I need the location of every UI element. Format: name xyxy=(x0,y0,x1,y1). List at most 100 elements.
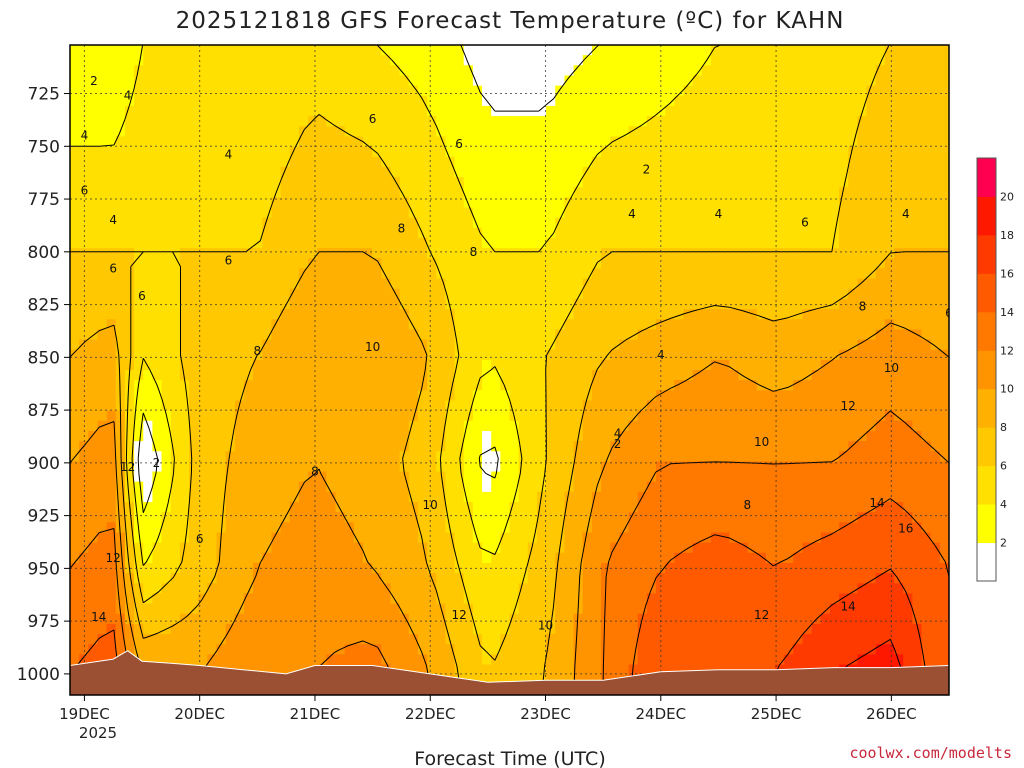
temperature-cell xyxy=(97,441,108,452)
temperature-cell xyxy=(417,634,428,645)
temperature-cell xyxy=(161,471,172,483)
temperature-cell xyxy=(124,75,135,87)
temperature-cell xyxy=(582,359,593,371)
temperature-cell xyxy=(326,380,337,391)
temperature-cell xyxy=(143,197,154,209)
temperature-cell xyxy=(243,116,254,127)
temperature-cell xyxy=(765,116,776,127)
temperature-cell xyxy=(97,55,108,66)
temperature-cell xyxy=(454,613,465,625)
temperature-cell xyxy=(271,380,282,391)
temperature-cell xyxy=(637,329,648,341)
temperature-cell xyxy=(289,207,300,219)
temperature-cell xyxy=(70,349,80,361)
temperature-cell xyxy=(738,248,749,259)
temperature-cell xyxy=(271,156,282,168)
temperature-cell xyxy=(628,65,639,77)
temperature-cell xyxy=(573,319,584,330)
temperature-cell xyxy=(317,522,327,534)
temperature-cell xyxy=(225,319,236,330)
temperature-cell xyxy=(482,197,492,209)
temperature-cell xyxy=(179,288,190,300)
temperature-cell xyxy=(216,217,227,229)
temperature-cell xyxy=(271,583,282,595)
temperature-cell xyxy=(738,471,749,483)
temperature-cell xyxy=(720,65,730,77)
temperature-cell xyxy=(216,451,227,463)
temperature-cell xyxy=(353,126,364,138)
temperature-cell xyxy=(289,471,300,483)
temperature-cell xyxy=(335,309,346,320)
temperature-cell xyxy=(317,45,327,56)
temperature-cell xyxy=(628,380,639,391)
temperature-cell xyxy=(326,370,337,381)
temperature-cell xyxy=(683,573,694,584)
temperature-cell xyxy=(344,268,355,280)
temperature-cell xyxy=(692,603,703,615)
temperature-cell xyxy=(665,461,675,473)
temperature-cell xyxy=(628,542,639,554)
temperature-cell xyxy=(720,227,730,239)
temperature-cell xyxy=(198,116,208,127)
temperature-cell xyxy=(225,105,236,117)
temperature-cell xyxy=(646,502,657,513)
temperature-cell xyxy=(775,65,785,77)
temperature-cell xyxy=(582,654,593,666)
temperature-cell xyxy=(472,573,483,584)
temperature-cell xyxy=(482,227,492,239)
temperature-cell xyxy=(765,217,776,229)
temperature-cell xyxy=(436,136,447,148)
temperature-cell xyxy=(436,359,447,371)
temperature-cell xyxy=(308,136,318,148)
temperature-cell xyxy=(271,309,282,320)
temperature-cell xyxy=(637,258,648,270)
temperature-cell xyxy=(646,329,657,341)
temperature-cell xyxy=(363,319,373,330)
temperature-cell xyxy=(500,248,511,259)
temperature-cell xyxy=(692,613,703,625)
temperature-cell xyxy=(463,126,474,138)
temperature-cell xyxy=(637,166,648,178)
temperature-cell xyxy=(399,258,410,270)
temperature-cell xyxy=(637,430,648,442)
temperature-cell xyxy=(143,166,154,178)
temperature-cell xyxy=(546,380,556,391)
temperature-cell xyxy=(234,278,245,290)
temperature-cell xyxy=(710,45,721,56)
temperature-cell xyxy=(692,217,703,229)
temperature-cell xyxy=(124,166,135,178)
temperature-cell xyxy=(152,573,163,584)
temperature-cell xyxy=(665,613,675,625)
temperature-cell xyxy=(216,634,227,645)
temperature-cell xyxy=(784,45,794,56)
temperature-cell xyxy=(527,512,538,523)
temperature-cell xyxy=(436,349,447,361)
temperature-cell xyxy=(491,644,501,655)
temperature-cell xyxy=(115,207,126,219)
temperature-cell xyxy=(115,45,126,56)
temperature-cell xyxy=(243,136,254,148)
temperature-cell xyxy=(134,85,144,97)
temperature-cell xyxy=(775,430,785,442)
temperature-cell xyxy=(491,237,501,249)
temperature-cell xyxy=(353,583,364,595)
temperature-cell xyxy=(243,288,254,300)
temperature-cell xyxy=(344,177,355,188)
temperature-cell xyxy=(454,268,465,280)
temperature-cell xyxy=(70,136,80,148)
temperature-cell xyxy=(665,95,675,107)
temperature-cell xyxy=(610,237,620,249)
temperature-cell xyxy=(344,349,355,361)
temperature-cell xyxy=(143,227,154,239)
temperature-cell xyxy=(88,288,99,300)
temperature-cell xyxy=(784,75,794,87)
temperature-cell xyxy=(298,248,309,259)
temperature-cell xyxy=(179,146,190,158)
temperature-cell xyxy=(262,634,273,645)
temperature-cell xyxy=(353,644,364,655)
temperature-cell xyxy=(546,156,556,168)
temperature-cell xyxy=(198,339,208,351)
temperature-cell xyxy=(619,288,630,300)
temperature-cell xyxy=(729,370,740,381)
temperature-cell xyxy=(509,187,520,198)
